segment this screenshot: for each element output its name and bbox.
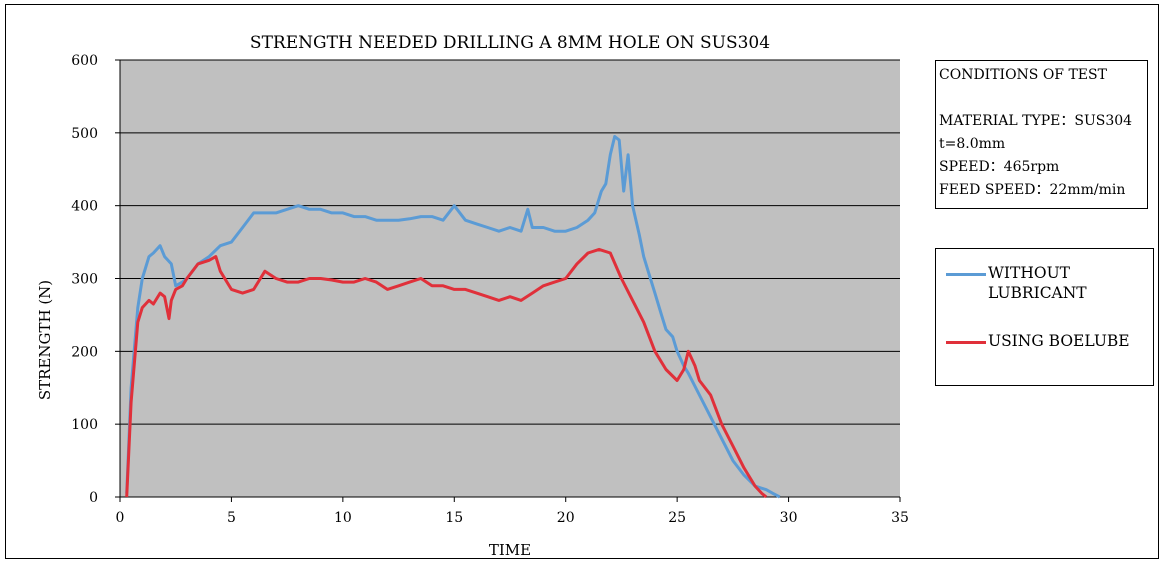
legend-swatch-using-boelube bbox=[946, 341, 986, 344]
conditions-thickness: t=8.0mm bbox=[939, 136, 1006, 152]
y-tick-label-500: 500 bbox=[71, 126, 98, 142]
chart-frame bbox=[5, 4, 1159, 559]
x-axis-label: TIME bbox=[489, 541, 531, 559]
legend-item-using-boelube: USING BOELUBE bbox=[946, 331, 1138, 351]
y-tick-label-100: 100 bbox=[71, 417, 98, 433]
y-axis-label: STRENGTH (N) bbox=[36, 280, 54, 400]
x-tick-label-5: 5 bbox=[227, 510, 236, 526]
conditions-material: MATERIAL TYPE：SUS304 bbox=[939, 113, 1133, 129]
legend: WITHOUT LUBRICANT USING BOELUBE bbox=[935, 248, 1154, 386]
legend-label-using-boelube: USING BOELUBE bbox=[988, 332, 1130, 350]
x-tick-label-10: 10 bbox=[334, 510, 352, 526]
x-tick-label-30: 30 bbox=[780, 510, 798, 526]
y-tick-label-300: 300 bbox=[71, 272, 98, 288]
x-tick-label-15: 15 bbox=[445, 510, 463, 526]
y-tick-label-200: 200 bbox=[71, 344, 98, 360]
legend-item-without-lubricant: WITHOUT LUBRICANT bbox=[946, 263, 1138, 303]
x-tick-label-35: 35 bbox=[891, 510, 909, 526]
legend-label-without-lubricant: WITHOUT LUBRICANT bbox=[988, 264, 1087, 302]
x-tick-label-0: 0 bbox=[116, 510, 125, 526]
x-tick-label-20: 20 bbox=[557, 510, 575, 526]
y-tick-label-600: 600 bbox=[71, 53, 98, 69]
conditions-feed-speed: FEED SPEED：22mm/min bbox=[939, 182, 1126, 198]
x-tick-label-25: 25 bbox=[668, 510, 686, 526]
legend-swatch-without-lubricant bbox=[946, 273, 986, 276]
test-conditions-box: CONDITIONS OF TEST MATERIAL TYPE：SUS304 … bbox=[935, 60, 1148, 209]
chart-title: STRENGTH NEEDED DRILLING A 8MM HOLE ON S… bbox=[250, 33, 770, 53]
y-tick-label-400: 400 bbox=[71, 199, 98, 215]
conditions-speed: SPEED：465rpm bbox=[939, 159, 1060, 175]
y-tick-label-0: 0 bbox=[89, 490, 98, 506]
plot-area: 0 100 200 300 400 500 600 0 5 10 15 20 25 30 35 bbox=[71, 53, 909, 526]
series-line-using-boelube bbox=[125, 247, 768, 499]
series-line-without-lubricant bbox=[125, 135, 781, 499]
conditions-title: CONDITIONS OF TEST bbox=[939, 67, 1107, 83]
